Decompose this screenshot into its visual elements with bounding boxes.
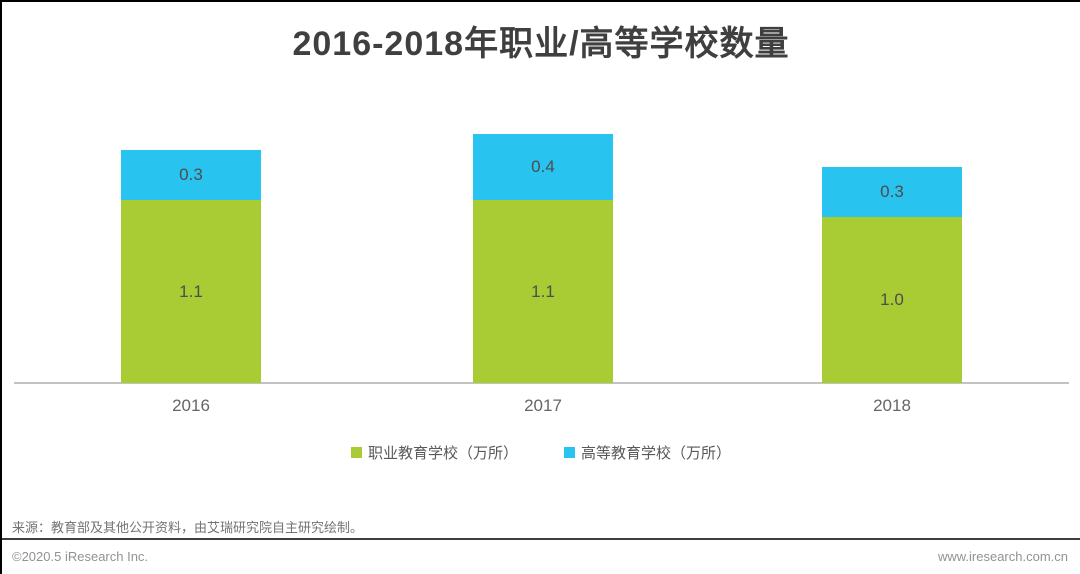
bar-segment-higher-ed-2018: 0.3 <box>822 167 962 217</box>
bar-segment-vocational-2018: 1.0 <box>822 217 962 383</box>
value-label: 1.1 <box>531 281 555 301</box>
website-text: www.iresearch.com.cn <box>937 549 1068 564</box>
x-axis-tick-label: 2018 <box>873 396 911 415</box>
value-label: 0.4 <box>531 157 555 176</box>
bar-column: 0.4 1.1 2017 <box>473 2 613 419</box>
bar-column: 0.3 1.1 2016 <box>121 2 261 419</box>
chart-title: 2016-2018年职业/高等学校数量 <box>292 25 790 63</box>
copyright-text: ©2020.5 iResearch Inc. <box>12 549 149 564</box>
bar-segment-higher-ed-2016: 0.3 <box>121 150 261 200</box>
legend: 职业教育学校（万所） 高等教育学校（万所） <box>2 442 1080 463</box>
x-axis-tick-label: 2016 <box>172 396 210 415</box>
bar-segment-higher-ed-2017: 0.4 <box>473 134 613 200</box>
value-label: 0.3 <box>880 182 904 201</box>
legend-swatch <box>564 447 575 458</box>
value-label: 0.3 <box>179 165 203 184</box>
legend-label: 职业教育学校（万所） <box>367 445 518 462</box>
bar-column: 0.3 1.0 2018 <box>822 2 962 419</box>
footer-divider <box>2 538 1080 540</box>
value-label: 1.1 <box>179 281 203 301</box>
x-axis-line <box>14 382 1069 384</box>
legend-item-vocational: 职业教育学校（万所） <box>350 442 518 463</box>
legend-item-higher-ed: 高等教育学校（万所） <box>564 442 731 463</box>
plot-area: 0.3 1.1 2016 0.4 1.1 2017 0.3 1.0 2018 <box>2 2 1080 419</box>
bar-segment-vocational-2016: 1.1 <box>121 200 261 383</box>
legend-label: 高等教育学校（万所） <box>581 445 732 462</box>
source-note: 来源：教育部及其他公开资料，由艾瑞研究院自主研究绘制。 <box>12 520 364 535</box>
legend-swatch <box>350 447 362 458</box>
x-axis-tick-label: 2017 <box>524 396 562 415</box>
value-label: 1.0 <box>880 290 904 309</box>
bar-segment-vocational-2017: 1.1 <box>473 200 613 383</box>
